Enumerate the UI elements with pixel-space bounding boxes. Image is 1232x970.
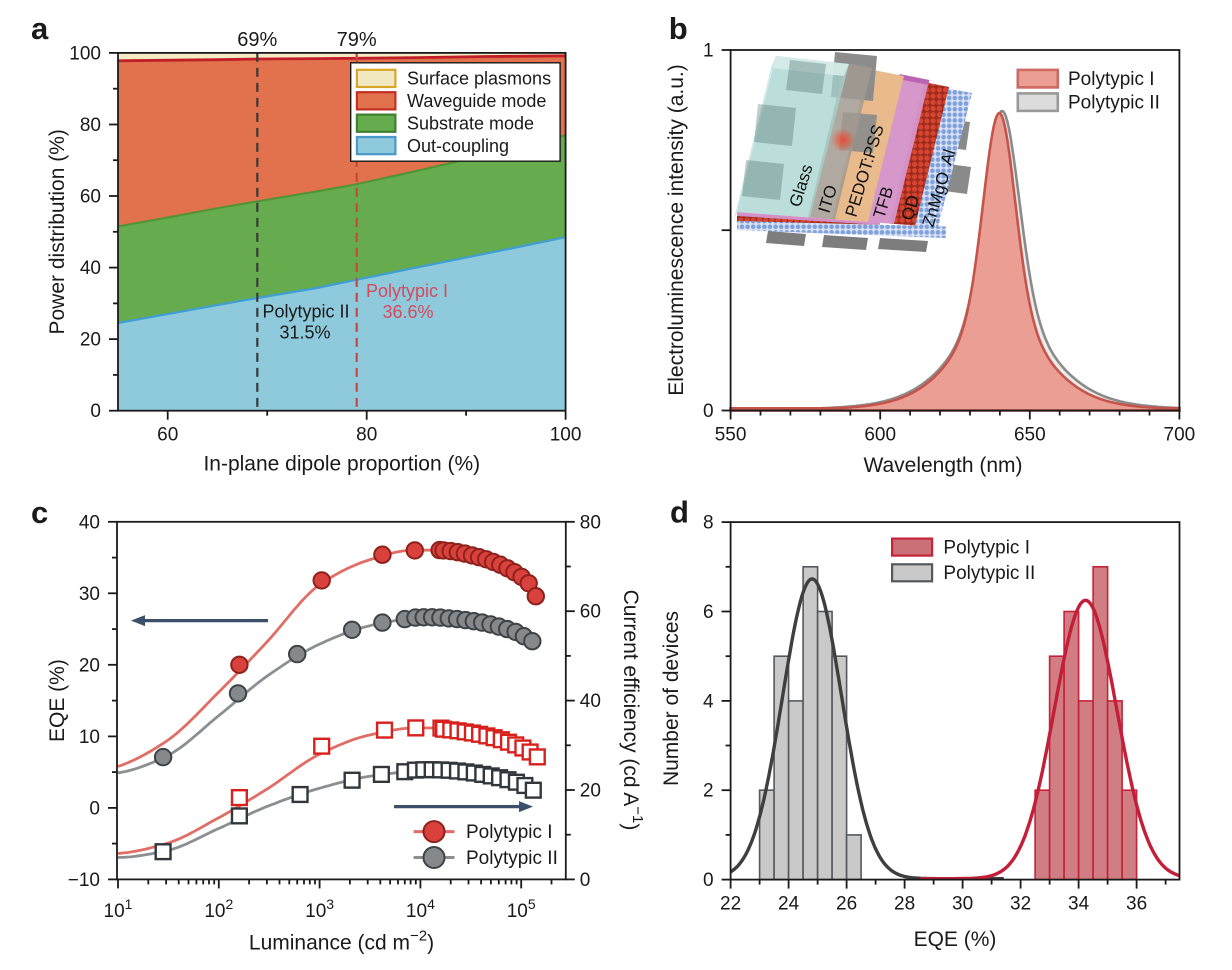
svg-text:Wavelength (nm): Wavelength (nm): [863, 454, 1022, 477]
svg-text:Al: Al: [937, 147, 960, 167]
svg-text:Out-coupling: Out-coupling: [407, 136, 509, 156]
svg-text:Current efficiency (cd A−1): Current efficiency (cd A−1): [619, 590, 646, 831]
svg-text:Luminance (cd m−2): Luminance (cd m−2): [249, 928, 434, 955]
svg-text:6: 6: [703, 602, 714, 623]
svg-text:In-plane dipole proportion (%): In-plane dipole proportion (%): [203, 452, 480, 475]
svg-text:36: 36: [1126, 894, 1147, 915]
svg-text:Power distribution (%): Power distribution (%): [46, 129, 69, 334]
svg-text:Polytypic I: Polytypic I: [366, 281, 448, 301]
svg-text:550: 550: [715, 425, 747, 446]
svg-text:a: a: [31, 11, 49, 46]
svg-text:Polytypic II: Polytypic II: [466, 848, 558, 869]
svg-text:600: 600: [864, 425, 896, 446]
svg-text:Polytypic II: Polytypic II: [262, 302, 349, 322]
svg-text:40: 40: [79, 512, 100, 533]
svg-text:100: 100: [69, 43, 101, 64]
svg-text:60: 60: [580, 602, 601, 623]
svg-text:0: 0: [703, 401, 714, 422]
svg-text:20: 20: [80, 330, 101, 351]
svg-text:Polytypic I: Polytypic I: [466, 822, 553, 843]
svg-text:20: 20: [79, 655, 100, 676]
svg-text:26: 26: [836, 894, 857, 915]
svg-text:−10: −10: [68, 870, 100, 891]
svg-text:EQE (%): EQE (%): [914, 928, 997, 951]
svg-text:Number of devices: Number of devices: [660, 611, 683, 786]
svg-text:1: 1: [703, 41, 714, 62]
svg-text:40: 40: [580, 691, 601, 712]
svg-text:60: 60: [157, 425, 178, 446]
svg-text:Substrate mode: Substrate mode: [407, 113, 534, 133]
svg-text:0: 0: [580, 870, 591, 891]
svg-text:30: 30: [79, 584, 100, 605]
svg-text:0: 0: [90, 401, 101, 422]
svg-text:2: 2: [703, 781, 714, 802]
svg-text:80: 80: [356, 425, 377, 446]
svg-text:Polytypic I: Polytypic I: [1068, 69, 1155, 90]
svg-text:36.6%: 36.6%: [382, 302, 433, 322]
svg-text:32: 32: [1010, 894, 1031, 915]
svg-text:Polytypic II: Polytypic II: [943, 563, 1035, 584]
svg-text:20: 20: [580, 781, 601, 802]
svg-text:700: 700: [1164, 425, 1196, 446]
svg-text:Polytypic I: Polytypic I: [943, 537, 1030, 558]
svg-text:40: 40: [80, 258, 101, 279]
svg-text:b: b: [669, 11, 688, 46]
svg-text:8: 8: [703, 513, 714, 534]
svg-text:EQE (%): EQE (%): [46, 659, 69, 742]
svg-text:24: 24: [778, 894, 800, 915]
svg-text:4: 4: [703, 691, 714, 712]
svg-text:0: 0: [703, 870, 714, 891]
svg-text:650: 650: [1014, 425, 1046, 446]
svg-text:34: 34: [1068, 894, 1090, 915]
svg-text:Surface plasmons: Surface plasmons: [407, 69, 551, 89]
svg-text:Waveguide mode: Waveguide mode: [407, 91, 546, 111]
svg-text:Polytypic II: Polytypic II: [1068, 93, 1160, 114]
svg-text:80: 80: [580, 512, 601, 533]
svg-text:60: 60: [80, 187, 101, 208]
svg-text:100: 100: [550, 425, 582, 446]
svg-text:104: 104: [406, 896, 435, 922]
svg-text:d: d: [670, 495, 689, 530]
svg-text:80: 80: [80, 115, 101, 136]
svg-text:69%: 69%: [237, 29, 277, 51]
svg-text:28: 28: [894, 894, 915, 915]
svg-text:31.5%: 31.5%: [279, 323, 330, 343]
svg-text:79%: 79%: [337, 29, 377, 51]
svg-text:c: c: [31, 495, 48, 530]
svg-text:0: 0: [89, 798, 100, 819]
svg-text:Electroluminescence intensity: Electroluminescence intensity (a.u.): [665, 64, 688, 395]
svg-text:30: 30: [952, 894, 973, 915]
svg-text:10: 10: [79, 727, 100, 748]
svg-text:22: 22: [720, 894, 741, 915]
